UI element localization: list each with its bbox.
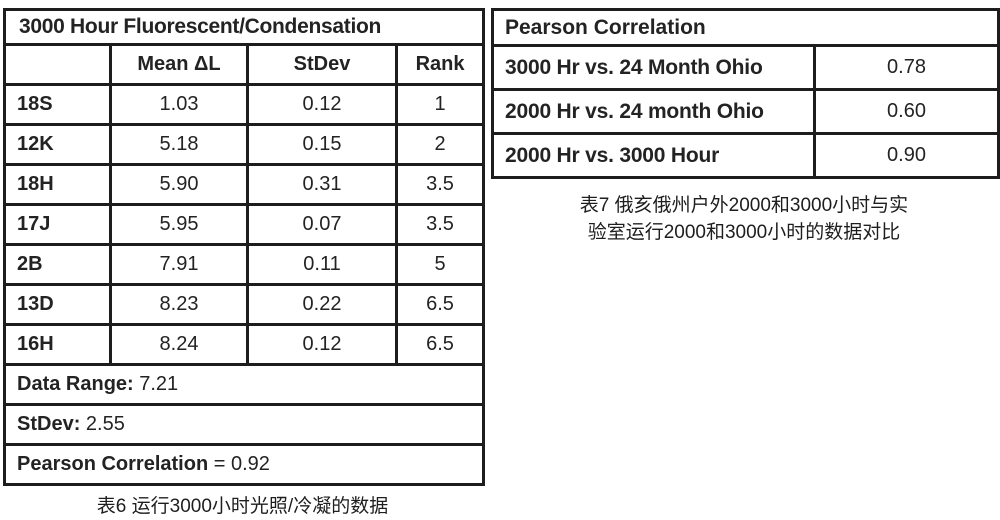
data-range-value: 7.21: [139, 373, 179, 395]
table-row: 12K 5.18 0.15 2: [3, 123, 486, 166]
data-range-sep: :: [127, 373, 140, 395]
data-range-label: Data Range: [17, 373, 128, 395]
table6-header-row: Mean ΔL StDev Rank: [3, 43, 486, 86]
row-label: 18H: [3, 163, 112, 206]
pearson-summary: Pearson Correlation = 0.92: [2, 443, 486, 486]
column-header-mean-dl: Mean ΔL: [109, 43, 249, 86]
table-row: 3000 Hr vs. 24 Month Ohio 0.78: [491, 44, 1000, 91]
table-row: 18H 5.90 0.31 3.5: [3, 163, 486, 206]
table7-section: Pearson Correlation 3000 Hr vs. 24 Month…: [484, 0, 1000, 246]
rank-value: 3.5: [394, 163, 486, 206]
row-label: 16H: [3, 323, 112, 366]
column-header-rank: Rank: [394, 43, 486, 86]
rank-value: 6.5: [394, 283, 486, 326]
mean-value: 7.91: [109, 243, 249, 286]
column-header-stdev: StDev: [246, 43, 398, 86]
data-range-summary: Data Range: 7.21: [2, 363, 486, 406]
rank-value: 2: [394, 123, 486, 166]
correlation-label: 2000 Hr vs. 3000 Hour: [491, 132, 816, 179]
mean-value: 5.95: [109, 203, 249, 246]
correlation-value: 0.90: [812, 132, 1000, 179]
stdev-label: StDev: [17, 413, 74, 435]
pearson-sep: =: [208, 453, 231, 475]
correlation-value: 0.78: [812, 44, 1000, 91]
table7-title-row: Pearson Correlation: [490, 8, 1000, 47]
stdev-value: 0.12: [246, 83, 398, 126]
rank-value: 3.5: [394, 203, 486, 246]
table6-title-row: 3000 Hour Fluorescent/Condensation: [2, 8, 486, 46]
table6-title: 3000 Hour Fluorescent/Condensation: [2, 8, 486, 46]
column-header-blank: [3, 43, 112, 86]
pearson-summary-value: 0.92: [230, 453, 270, 475]
table6-stdev-row: StDev: 2.55: [2, 403, 486, 446]
table7-caption-line1: 表7 俄亥俄州户外2000和3000小时与实: [579, 195, 909, 216]
stdev-value: 0.22: [246, 283, 398, 326]
table-row: 13D 8.23 0.22 6.5: [3, 283, 486, 326]
stdev-value: 0.11: [246, 243, 398, 286]
row-label: 2B: [3, 243, 112, 286]
mean-value: 1.03: [109, 83, 249, 126]
rank-value: 5: [394, 243, 486, 286]
row-label: 18S: [3, 83, 112, 126]
table-row: 2000 Hr vs. 3000 Hour 0.90: [491, 132, 1000, 179]
stdev-sep: :: [73, 413, 86, 435]
rank-value: 6.5: [394, 323, 486, 366]
table6-section: 3000 Hour Fluorescent/Condensation Mean …: [0, 0, 486, 520]
correlation-label: 3000 Hr vs. 24 Month Ohio: [491, 44, 816, 91]
mean-value: 5.90: [109, 163, 249, 206]
fluorescent-condensation-table: 3000 Hour Fluorescent/Condensation Mean …: [2, 8, 486, 486]
mean-value: 8.24: [109, 323, 249, 366]
mean-value: 8.23: [109, 283, 249, 326]
stdev-summary-value: 2.55: [85, 413, 125, 435]
row-label: 13D: [3, 283, 112, 326]
stdev-value: 0.15: [246, 123, 398, 166]
table-row: 16H 8.24 0.12 6.5: [3, 323, 486, 366]
table7-caption: 表7 俄亥俄州户外2000和3000小时与实 验室运行2000和3000小时的数…: [491, 192, 997, 246]
table-row: 18S 1.03 0.12 1: [3, 83, 486, 126]
table-row: 17J 5.95 0.07 3.5: [3, 203, 486, 246]
row-label: 17J: [3, 203, 112, 246]
table-row: 2000 Hr vs. 24 month Ohio 0.60: [491, 88, 1000, 135]
table-row: 2B 7.91 0.11 5: [3, 243, 486, 286]
rank-value: 1: [394, 83, 486, 126]
row-label: 12K: [3, 123, 112, 166]
table7-title: Pearson Correlation: [490, 8, 1000, 47]
stdev-value: 0.07: [246, 203, 398, 246]
mean-value: 5.18: [109, 123, 249, 166]
table6-pearson-row: Pearson Correlation = 0.92: [2, 443, 486, 486]
correlation-label: 2000 Hr vs. 24 month Ohio: [491, 88, 816, 135]
pearson-label: Pearson Correlation: [17, 453, 209, 475]
pearson-correlation-table: Pearson Correlation 3000 Hr vs. 24 Month…: [490, 8, 1000, 179]
correlation-value: 0.60: [812, 88, 1000, 135]
stdev-value: 0.31: [246, 163, 398, 206]
table7-caption-line2: 验室运行2000和3000小时的数据对比: [587, 222, 901, 243]
table6-datarange-row: Data Range: 7.21: [2, 363, 486, 406]
table6-caption: 表6 运行3000小时光照/冷凝的数据: [96, 496, 389, 517]
stdev-summary: StDev: 2.55: [2, 403, 486, 446]
stdev-value: 0.12: [246, 323, 398, 366]
